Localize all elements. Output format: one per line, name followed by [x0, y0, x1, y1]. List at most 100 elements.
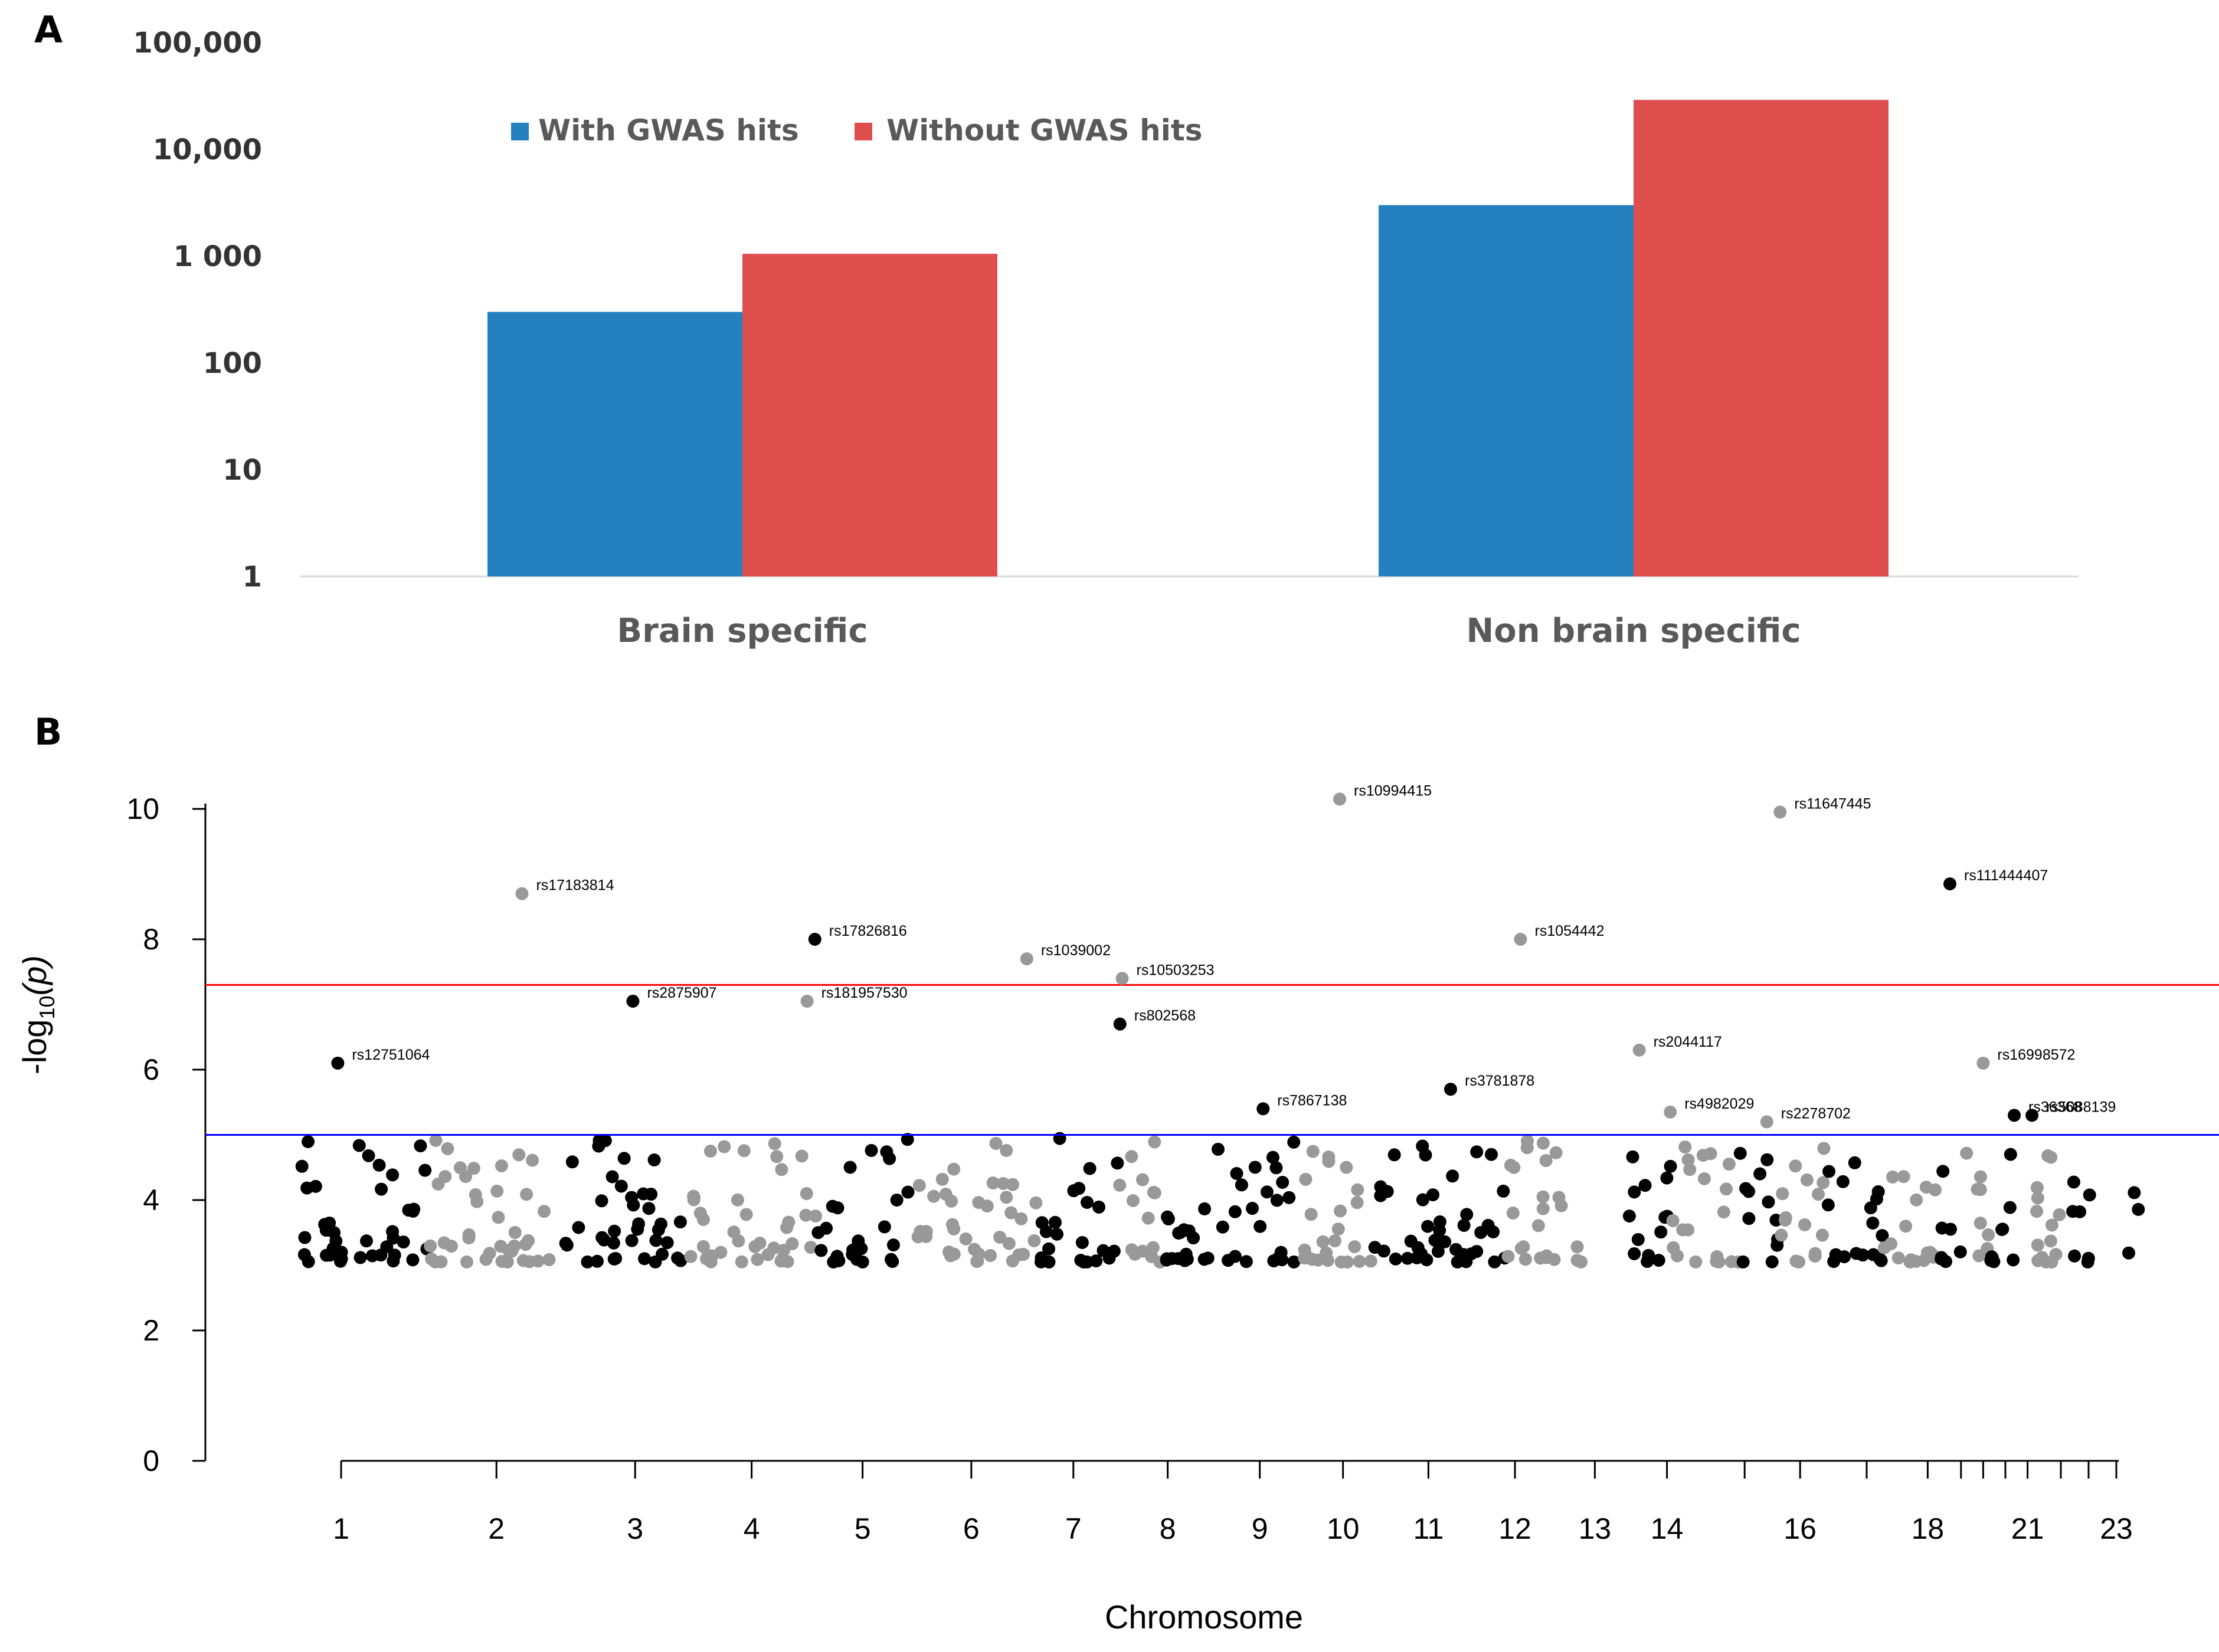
snp-point	[520, 1188, 534, 1201]
annotated-snp-point	[1976, 1056, 1990, 1070]
snp-point	[1742, 1212, 1756, 1225]
snp-point	[428, 1255, 442, 1268]
snp-point	[732, 1234, 745, 1248]
snp-point	[1075, 1235, 1089, 1249]
snp-point	[1986, 1251, 1999, 1265]
chromosome-label: 16	[1783, 1512, 1817, 1545]
snp-point	[1815, 1228, 1829, 1242]
snp-point	[935, 1172, 949, 1186]
snp-point	[1929, 1183, 1942, 1197]
snp-point	[1626, 1150, 1639, 1163]
snp-point	[1874, 1254, 1888, 1267]
snp-point	[470, 1195, 484, 1208]
snp-point	[502, 1244, 516, 1257]
snp-point	[1248, 1161, 1262, 1174]
snp-point	[761, 1248, 775, 1261]
snp-point	[674, 1254, 688, 1267]
snp-point	[590, 1254, 604, 1268]
snp-point	[1364, 1254, 1377, 1268]
snp-point	[1886, 1170, 1900, 1184]
snp-point	[459, 1170, 472, 1184]
annotated-snp-point	[1760, 1115, 1773, 1129]
snp-point	[1910, 1193, 1923, 1207]
snp-point	[1316, 1235, 1330, 1248]
snp-point	[1457, 1218, 1471, 1232]
snp-point	[1377, 1244, 1390, 1258]
snp-label: rs1039002	[1041, 942, 1111, 959]
snp-point	[1160, 1253, 1173, 1267]
snp-point	[1266, 1150, 1279, 1164]
chromosome-label: 21	[2011, 1512, 2044, 1545]
snp-point	[1136, 1244, 1150, 1258]
bar-without-gwas-brain-specific	[742, 254, 997, 576]
chromosome-label: 14	[1651, 1512, 1684, 1545]
snp-point	[1891, 1251, 1905, 1265]
snp-point	[2128, 1186, 2141, 1199]
snp-point	[737, 1144, 751, 1158]
snp-point	[1739, 1182, 1753, 1195]
snp-point	[614, 1179, 628, 1193]
snp-point	[2132, 1202, 2145, 1216]
snp-point	[1113, 1178, 1127, 1192]
panel-a-label: A	[34, 8, 63, 51]
panel-a-y-tick-label: 10	[222, 454, 262, 487]
snp-label: rs111444407	[1964, 867, 2048, 884]
snp-point	[362, 1149, 375, 1162]
snp-point	[850, 1253, 864, 1266]
panel-b-y-tick-label: 4	[143, 1184, 159, 1217]
snp-point	[1481, 1218, 1495, 1232]
snp-point	[1973, 1183, 1987, 1197]
panel-a-y-tick-label: 10,000	[153, 133, 262, 166]
snp-point	[438, 1170, 452, 1184]
snp-point	[1664, 1159, 1677, 1173]
chromosome-label: 2	[488, 1512, 505, 1545]
snp-point	[1628, 1185, 1641, 1199]
bar-with-gwas-brain-specific	[487, 312, 742, 576]
snp-point	[1246, 1202, 1259, 1215]
snp-point	[1549, 1146, 1563, 1159]
snp-point	[996, 1176, 1010, 1190]
panel-b-y-tick-label: 10	[126, 792, 159, 825]
annotated-snp-point	[1943, 877, 1956, 891]
snp-point	[298, 1231, 312, 1244]
snp-point	[1353, 1254, 1366, 1268]
snp-point	[1148, 1135, 1161, 1149]
snp-point	[374, 1248, 388, 1262]
snp-point	[1856, 1248, 1870, 1262]
snp-point	[1111, 1156, 1124, 1170]
snp-point	[647, 1153, 661, 1166]
snp-point	[799, 1208, 813, 1222]
snp-point	[1178, 1254, 1192, 1267]
snp-point	[1960, 1146, 1973, 1160]
snp-point	[542, 1253, 556, 1267]
snp-point	[1340, 1161, 1353, 1174]
snp-point	[2030, 1181, 2044, 1194]
snp-point	[927, 1189, 941, 1203]
snp-point	[526, 1153, 539, 1167]
chromosome-label: 4	[744, 1512, 760, 1545]
snp-point	[2031, 1238, 2044, 1252]
snp-point	[572, 1221, 585, 1234]
snp-point	[1973, 1217, 1987, 1230]
legend-swatch-with-gwas	[511, 123, 529, 140]
snp-point	[945, 1194, 958, 1208]
snp-label: rs10503253	[1137, 962, 1215, 978]
snp-point	[1722, 1158, 1736, 1171]
snp-point	[1430, 1233, 1444, 1247]
snp-point	[1334, 1204, 1347, 1218]
snp-point	[1808, 1249, 1822, 1263]
snp-point	[1027, 1234, 1041, 1247]
snp-point	[1211, 1142, 1225, 1156]
snp-point	[1415, 1247, 1428, 1261]
snp-point	[1710, 1250, 1724, 1263]
snp-point	[1400, 1251, 1414, 1265]
snp-point	[414, 1139, 427, 1153]
snp-point	[2049, 1248, 2063, 1261]
legend-swatch-without-gwas	[855, 123, 872, 140]
snp-point	[1776, 1187, 1789, 1201]
annotated-snp-point	[515, 887, 529, 900]
snp-point	[1446, 1169, 1459, 1183]
snp-point	[1521, 1134, 1534, 1148]
panel-b-points	[295, 1132, 2145, 1268]
annotated-snp-point	[1632, 1043, 1646, 1057]
